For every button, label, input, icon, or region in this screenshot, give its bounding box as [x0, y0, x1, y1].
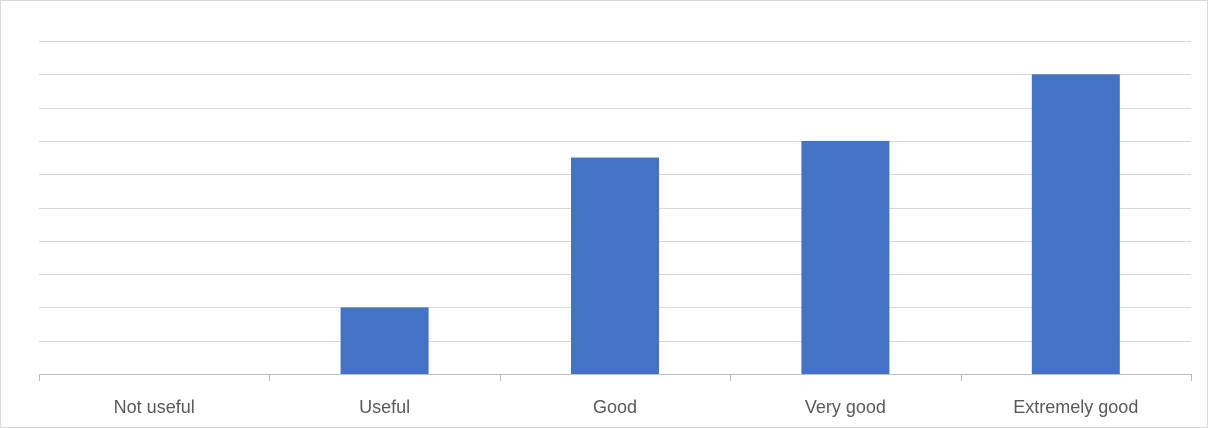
bar-extremely-good: [1031, 74, 1120, 375]
bar-very-good: [801, 140, 890, 374]
bar-useful: [340, 307, 429, 374]
category-labels: Not useful Useful Good Very good Extremely g…: [114, 397, 1139, 417]
category-label: Good: [593, 397, 637, 417]
category-label: Not useful: [114, 397, 195, 417]
category-label: Extremely good: [1013, 397, 1138, 417]
bar-good: [571, 157, 659, 374]
category-label: Useful: [359, 397, 410, 417]
x-axis: [39, 374, 1192, 381]
category-label: Very good: [805, 397, 886, 417]
bars: [340, 74, 1120, 375]
